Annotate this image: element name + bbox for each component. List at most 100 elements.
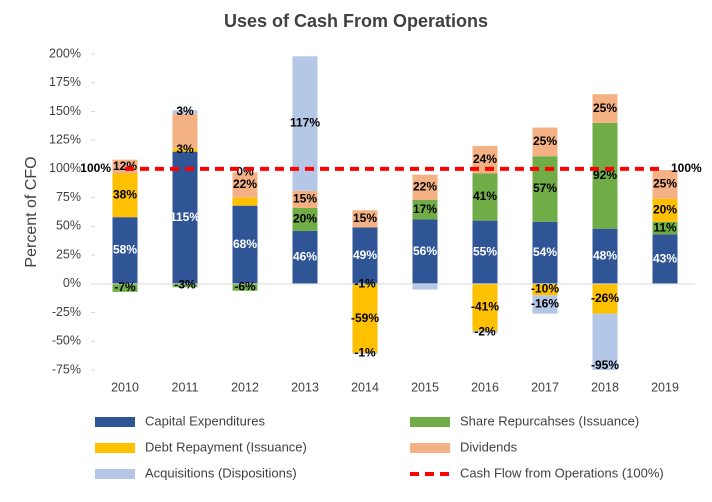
- bar-segment: [232, 205, 258, 284]
- bar-segment: [172, 113, 198, 149]
- x-tick-label: 2010: [111, 380, 139, 394]
- data-label: 41%: [473, 189, 497, 203]
- bar-segment: [232, 283, 258, 291]
- legend-swatch: [410, 417, 450, 427]
- y-tick-label: 75%: [56, 190, 81, 204]
- data-label: -10%: [531, 282, 559, 296]
- bar-segment: [232, 197, 258, 206]
- bar-segment: [352, 352, 378, 354]
- legend-swatch: [95, 443, 135, 453]
- data-label: 20%: [293, 212, 317, 226]
- bar-segment: [592, 122, 618, 229]
- bar-segment: [472, 283, 498, 331]
- data-label: 54%: [533, 245, 557, 259]
- data-label: 25%: [533, 134, 557, 148]
- data-label: 3%: [176, 142, 194, 156]
- data-label: -41%: [471, 300, 499, 314]
- bar-segment: [592, 228, 618, 284]
- bar-segment: [652, 221, 678, 235]
- x-tick-label: 2015: [411, 380, 439, 394]
- bar-segment: [592, 283, 618, 314]
- legend-swatch: [95, 469, 135, 479]
- legend-label: Dividends: [460, 439, 518, 454]
- x-tick-label: 2014: [351, 380, 379, 394]
- legend-label: Acquisitions (Dispositions): [145, 465, 297, 480]
- data-label: 25%: [653, 177, 677, 191]
- bar-segment: [172, 151, 198, 284]
- bar-segment: [352, 210, 378, 228]
- bar-segment: [652, 170, 678, 199]
- y-tick-label: -75%: [52, 362, 81, 376]
- x-tick-label: 2018: [591, 380, 619, 394]
- bar-segment: [232, 172, 258, 198]
- data-label: 117%: [290, 116, 320, 130]
- bar-segment: [352, 227, 378, 284]
- bar-segment: [112, 283, 138, 292]
- bar-segment: [292, 207, 318, 231]
- bar-segment: [412, 199, 438, 220]
- data-label: 48%: [593, 248, 617, 262]
- legend-swatch: [410, 443, 450, 453]
- bar-segment: [172, 283, 198, 288]
- data-label: 92%: [593, 168, 617, 182]
- legend-swatch: [95, 417, 135, 427]
- x-tick-label: 2013: [291, 380, 319, 394]
- data-label: -26%: [591, 291, 619, 305]
- y-tick-label: 0%: [63, 276, 81, 290]
- data-label: -16%: [531, 297, 559, 311]
- data-label: 55%: [473, 244, 497, 258]
- bar-segment: [352, 283, 378, 285]
- bar-segment: [412, 283, 438, 290]
- data-label: 15%: [353, 211, 377, 225]
- bar-segment: [412, 174, 438, 200]
- bar-segment: [592, 94, 618, 123]
- legend-label: Share Repurcahses (Issuance): [460, 413, 639, 428]
- y-tick-label: 150%: [49, 104, 81, 118]
- data-label: 3%: [176, 104, 194, 118]
- data-label: -59%: [351, 311, 379, 325]
- chart-title: Uses of Cash From Operations: [224, 11, 488, 31]
- bar-segment: [172, 148, 198, 152]
- data-label: 100%: [671, 161, 702, 175]
- bar-segment: [352, 284, 378, 353]
- x-tick-label: 2016: [471, 380, 499, 394]
- legend-label: Capital Expenditures: [145, 413, 265, 428]
- data-label: -1%: [354, 277, 376, 291]
- data-label: -7%: [114, 280, 136, 294]
- data-label: 100%: [80, 161, 111, 175]
- data-label: 57%: [533, 181, 557, 195]
- bar-segment: [592, 313, 618, 370]
- y-tick-label: 50%: [56, 219, 81, 233]
- y-tick-label: 125%: [49, 132, 81, 146]
- data-label: 0%: [236, 165, 254, 179]
- data-label: -6%: [234, 279, 256, 293]
- data-label: 58%: [113, 243, 137, 257]
- y-axis-label: Percent of CFO: [23, 156, 40, 267]
- data-label: 46%: [293, 250, 317, 264]
- data-label: -2%: [474, 324, 496, 338]
- x-tick-label: 2017: [531, 380, 559, 394]
- bar-segment: [412, 219, 438, 284]
- data-label: 56%: [413, 244, 437, 258]
- data-label: 15%: [293, 192, 317, 206]
- data-label: 22%: [233, 177, 257, 191]
- y-tick-label: -50%: [52, 334, 81, 348]
- x-tick-label: 2019: [651, 380, 679, 394]
- y-tick-label: 175%: [49, 75, 81, 89]
- data-label: 22%: [413, 179, 437, 193]
- data-label: 20%: [653, 202, 677, 216]
- bar-segment: [472, 220, 498, 284]
- bar-segment: [652, 198, 678, 222]
- x-tick-label: 2012: [231, 380, 259, 394]
- bar-segment: [472, 173, 498, 221]
- data-label: 17%: [413, 202, 437, 216]
- data-label: 68%: [233, 237, 257, 251]
- bar-segment: [532, 283, 558, 296]
- bar-segment: [532, 127, 558, 157]
- y-tick-label: -25%: [52, 305, 81, 319]
- y-tick-label: 200%: [49, 46, 81, 60]
- data-label: -95%: [591, 358, 619, 372]
- y-tick-label: 100%: [49, 161, 81, 175]
- bar-segment: [532, 221, 558, 284]
